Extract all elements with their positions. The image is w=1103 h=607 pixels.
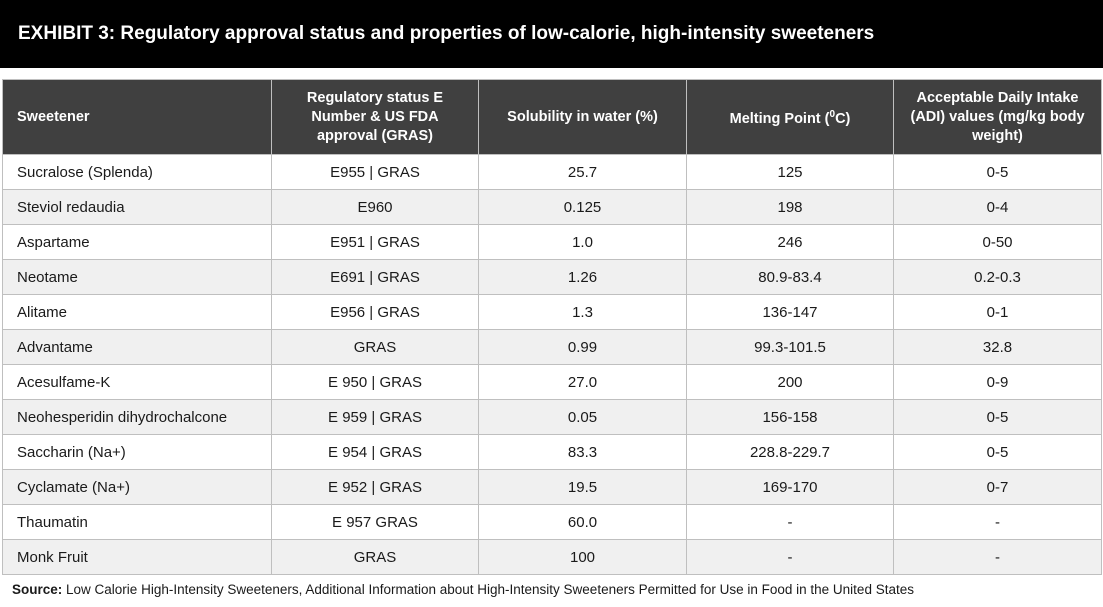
header-sweetener: Sweetener: [2, 79, 272, 155]
cell-solubility: 100: [478, 539, 687, 575]
header-melting-point-degree: 0: [829, 109, 836, 121]
header-melting-point-label: Melting Point (: [729, 110, 830, 127]
cell-solubility: 0.125: [478, 189, 687, 225]
cell-melting-point: 125: [686, 154, 894, 190]
cell-adi: -: [893, 504, 1102, 540]
cell-regulatory-status: E691 | GRAS: [271, 259, 479, 295]
cell-melting-point: 246: [686, 224, 894, 260]
exhibit-title-text: EXHIBIT 3: Regulatory approval status an…: [18, 23, 875, 44]
sweeteners-table: Sweetener Regulatory status E Number & U…: [2, 79, 1102, 575]
header-solubility: Solubility in water (%): [478, 79, 687, 155]
cell-regulatory-status: GRAS: [271, 539, 479, 575]
cell-melting-point: 200: [686, 364, 894, 400]
cell-melting-point: 169-170: [686, 469, 894, 505]
cell-solubility: 27.0: [478, 364, 687, 400]
cell-sweetener: Acesulfame-K: [2, 364, 272, 400]
cell-melting-point: 80.9-83.4: [686, 259, 894, 295]
cell-sweetener: Advantame: [2, 329, 272, 365]
cell-solubility: 0.99: [478, 329, 687, 365]
cell-adi: 0-1: [893, 294, 1102, 330]
cell-sweetener: Aspartame: [2, 224, 272, 260]
cell-sweetener: Monk Fruit: [2, 539, 272, 575]
cell-melting-point: 156-158: [686, 399, 894, 435]
source-label: Source:: [12, 582, 63, 597]
cell-solubility: 1.0: [478, 224, 687, 260]
table-row: Neohesperidin dihydrochalcone E 959 | GRA…: [2, 399, 1102, 435]
cell-regulatory-status: GRAS: [271, 329, 479, 365]
cell-sweetener: Cyclamate (Na+): [2, 469, 272, 505]
cell-solubility: 0.05: [478, 399, 687, 435]
cell-regulatory-status: E 952 | GRAS: [271, 469, 479, 505]
cell-adi: 0-50: [893, 224, 1102, 260]
cell-adi: 0-9: [893, 364, 1102, 400]
table-header-row: Sweetener Regulatory status E Number & U…: [2, 79, 1102, 155]
cell-sweetener: Steviol redaudia: [2, 189, 272, 225]
cell-adi: 0-5: [893, 154, 1102, 190]
table-row: Saccharin (Na+) E 954 | GRAS 83.3 228.8-229…: [2, 434, 1102, 470]
cell-regulatory-status: E955 | GRAS: [271, 154, 479, 190]
header-melting-point: Melting Point (0C): [686, 79, 894, 155]
table-row: Cyclamate (Na+) E 952 | GRAS 19.5 169-170 0-…: [2, 469, 1102, 505]
cell-sweetener: Alitame: [2, 294, 272, 330]
header-melting-point-unit: C): [835, 110, 851, 127]
cell-sweetener: Thaumatin: [2, 504, 272, 540]
table-row: Steviol redaudia E960 0.125 198 0-4: [2, 189, 1102, 225]
exhibit-title: EXHIBIT 3: Regulatory approval status an…: [0, 0, 1103, 68]
table-row: Acesulfame-K E 950 | GRAS 27.0 200 0-9: [2, 364, 1102, 400]
table-row: Sucralose (Splenda) E955 | GRAS 25.7 125 0-5: [2, 154, 1102, 190]
cell-solubility: 1.3: [478, 294, 687, 330]
cell-melting-point: 228.8-229.7: [686, 434, 894, 470]
cell-solubility: 1.26: [478, 259, 687, 295]
cell-solubility: 25.7: [478, 154, 687, 190]
cell-regulatory-status: E951 | GRAS: [271, 224, 479, 260]
cell-regulatory-status: E956 | GRAS: [271, 294, 479, 330]
cell-adi: 0-7: [893, 469, 1102, 505]
cell-adi: 0.2-0.3: [893, 259, 1102, 295]
cell-regulatory-status: E960: [271, 189, 479, 225]
header-regulatory-status: Regulatory status E Number & US FDA appr…: [271, 79, 479, 155]
source-text: Low Calorie High-Intensity Sweeteners, A…: [66, 582, 914, 597]
header-adi-values: Acceptable Daily Intake (ADI) values (mg…: [893, 79, 1102, 155]
cell-adi: 32.8: [893, 329, 1102, 365]
cell-adi: 0-5: [893, 399, 1102, 435]
cell-regulatory-status: E 954 | GRAS: [271, 434, 479, 470]
table-row: Alitame E956 | GRAS 1.3 136-147 0-1: [2, 294, 1102, 330]
cell-sweetener: Saccharin (Na+): [2, 434, 272, 470]
cell-sweetener: Neotame: [2, 259, 272, 295]
cell-sweetener: Sucralose (Splenda): [2, 154, 272, 190]
source-note: Source: Low Calorie High-Intensity Sweet…: [12, 582, 914, 597]
cell-melting-point: 198: [686, 189, 894, 225]
table-row: Neotame E691 | GRAS 1.26 80.9-83.4 0.2-0.3: [2, 259, 1102, 295]
cell-solubility: 83.3: [478, 434, 687, 470]
cell-melting-point: 99.3-101.5: [686, 329, 894, 365]
table-row: Monk Fruit GRAS 100- -: [2, 539, 1102, 575]
cell-adi: 0-5: [893, 434, 1102, 470]
cell-melting-point: -: [686, 504, 894, 540]
table-row: Aspartame E951 | GRAS 1.0 246 0-50: [2, 224, 1102, 260]
table-row: Thaumatin E 957 GRAS 60.0- -: [2, 504, 1102, 540]
cell-adi: -: [893, 539, 1102, 575]
cell-melting-point: -: [686, 539, 894, 575]
cell-adi: 0-4: [893, 189, 1102, 225]
table-row: Advantame GRAS 0.99 99.3-101.5 32.8: [2, 329, 1102, 365]
cell-regulatory-status: E 959 | GRAS: [271, 399, 479, 435]
table-body: Sucralose (Splenda) E955 | GRAS 25.7 125 0-5…: [2, 154, 1102, 575]
cell-solubility: 60.0: [478, 504, 687, 540]
cell-regulatory-status: E 950 | GRAS: [271, 364, 479, 400]
cell-regulatory-status: E 957 GRAS: [271, 504, 479, 540]
cell-solubility: 19.5: [478, 469, 687, 505]
cell-melting-point: 136-147: [686, 294, 894, 330]
cell-sweetener: Neohesperidin dihydrochalcone: [2, 399, 272, 435]
